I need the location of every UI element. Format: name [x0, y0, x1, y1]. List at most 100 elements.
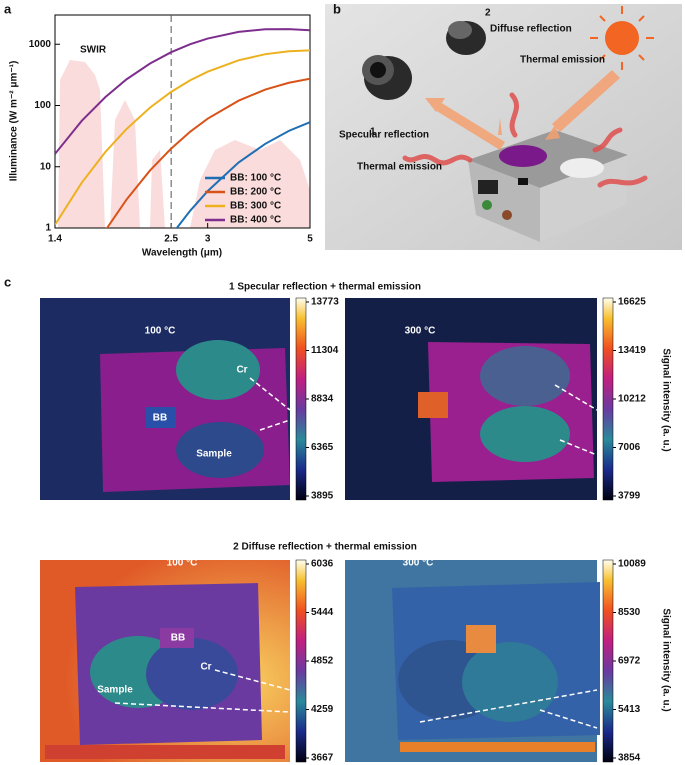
camera-label: 1 — [370, 127, 376, 138]
shade — [58, 60, 105, 228]
row-title: 1 Specular reflection + thermal emission — [229, 282, 421, 293]
cr-disc — [462, 642, 558, 722]
y-tick-label: 100 — [34, 100, 51, 111]
setup-diagram — [325, 4, 682, 250]
temp-label: 300 °C — [403, 558, 434, 569]
bb-label: BB — [153, 413, 167, 424]
colorbar — [295, 559, 307, 763]
ray — [599, 15, 606, 22]
ir-image — [345, 298, 598, 500]
colorbar-tick-label: 3799 — [618, 491, 641, 502]
camera-2 — [446, 21, 486, 55]
sample-label: Sample — [196, 449, 232, 460]
sample-label: Sample — [97, 685, 133, 696]
y-axis-label: Illuminance (W m⁻² μm⁻¹) — [9, 61, 20, 182]
sample-disc — [480, 406, 570, 462]
device-side — [540, 155, 628, 242]
panel-label: c — [4, 274, 11, 289]
lens-center — [370, 62, 386, 78]
base — [400, 742, 595, 752]
colorbar-tick-label: 13773 — [311, 297, 339, 308]
colorbar-tick-label: 8530 — [618, 607, 641, 618]
colorbar-tick-label: 3667 — [311, 753, 334, 764]
colorbar-tick-label: 16625 — [618, 297, 646, 308]
colorbar-tick-label: 6365 — [311, 442, 334, 453]
ray — [638, 15, 645, 22]
row-title: 2 Diffuse reflection + thermal emission — [233, 542, 417, 553]
temp-label: 100 °C — [167, 558, 198, 569]
series-line — [175, 121, 310, 228]
colorbar-tick-label: 5444 — [311, 607, 334, 618]
thermal-label: Thermal emission — [520, 55, 605, 66]
specular-label: Specular reflection — [339, 130, 429, 141]
knob — [502, 210, 512, 220]
thermal-label: Thermal emission — [357, 162, 442, 173]
ir-image — [40, 298, 291, 500]
camera-label: 2 — [485, 8, 491, 19]
thermal-arrows — [402, 92, 648, 188]
y-tick-label: 10 — [40, 161, 52, 172]
display — [478, 180, 498, 194]
colorbar-tick-label: 8834 — [311, 394, 334, 405]
incident-arrow — [552, 70, 620, 132]
ray — [599, 54, 606, 61]
colorbar-tick-label: 11304 — [311, 345, 339, 356]
ray — [638, 54, 645, 61]
sun — [605, 21, 639, 55]
legend-label: BB: 300 °C — [230, 201, 281, 212]
series-line — [55, 49, 310, 226]
specular-arrow — [435, 102, 505, 150]
dashed-line — [419, 689, 598, 729]
sun-rays — [590, 6, 654, 70]
cr-label: Cr — [236, 365, 247, 376]
device-top — [468, 130, 628, 188]
thermal-arrow — [597, 175, 648, 188]
thermal-arrow — [592, 127, 623, 153]
cr-label: Cr — [200, 662, 211, 673]
colorbar-tick-label: 5413 — [618, 704, 641, 715]
bb-patch — [466, 625, 496, 653]
series-line — [105, 77, 310, 228]
legend-label: BB: 100 °C — [230, 173, 281, 184]
colorbar-tick-label: 6972 — [618, 656, 641, 667]
knob — [482, 200, 492, 210]
dashed-line — [554, 384, 598, 456]
shade — [110, 100, 140, 228]
sample-disc — [499, 145, 547, 167]
camera-1 — [362, 55, 412, 100]
dashed-line — [249, 377, 291, 431]
specular-head — [425, 98, 445, 112]
y-tick-label: 1000 — [29, 39, 52, 50]
colorbar-label: Signal intensity (a. u.) — [660, 348, 671, 451]
x-tick-label: 2.5 — [164, 234, 178, 245]
x-tick-label: 5 — [307, 234, 313, 245]
y-tick-label: 1 — [45, 223, 51, 234]
panel-label: b — [333, 1, 341, 16]
cr-disc — [176, 340, 260, 400]
cr-disc — [480, 346, 570, 406]
bb-spot — [518, 178, 528, 185]
shade — [150, 150, 165, 228]
legend-label: BB: 400 °C — [230, 215, 281, 226]
lens-glass — [448, 21, 472, 39]
x-tick-label: 1.4 — [48, 234, 62, 245]
colorbar-tick-label: 4259 — [311, 704, 334, 715]
bb-patch — [160, 628, 194, 648]
colorbar — [295, 297, 307, 501]
colorbar — [602, 297, 614, 501]
colorbar-tick-label: 3854 — [618, 753, 641, 764]
colorbar-tick-label: 3895 — [311, 491, 334, 502]
colorbar-tick-label: 6036 — [311, 559, 334, 570]
bb-label: BB — [171, 633, 185, 644]
incident-head — [545, 125, 560, 140]
thermal-arrow — [509, 92, 520, 138]
colorbar-tick-label: 13419 — [618, 345, 646, 356]
sample-disc — [176, 422, 264, 478]
cr-disc — [560, 158, 604, 178]
bb-patch — [146, 407, 176, 428]
colorbar-tick-label: 10089 — [618, 559, 646, 570]
colorbar-tick-label: 10212 — [618, 394, 646, 405]
colorbar — [602, 559, 614, 763]
annotation: SWIR — [80, 45, 107, 56]
